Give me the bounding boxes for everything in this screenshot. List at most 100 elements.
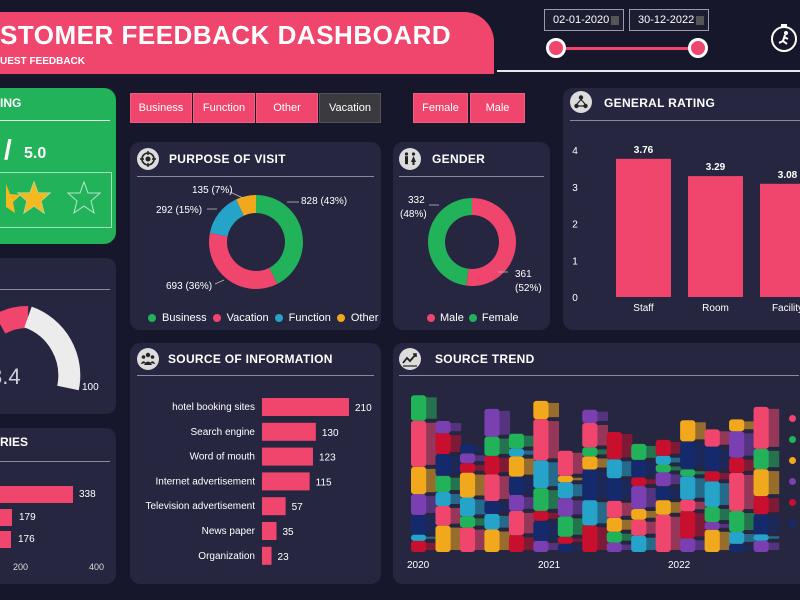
trend-segment-purple[interactable] xyxy=(459,453,476,464)
trend-segment-yellow[interactable] xyxy=(753,469,769,497)
trend-segment-blue[interactable] xyxy=(680,476,696,500)
trend-segment-navy[interactable] xyxy=(508,476,525,496)
trend-segment-yellow[interactable] xyxy=(459,472,476,498)
source-bar[interactable] xyxy=(262,472,310,491)
date-slider-track[interactable] xyxy=(556,47,698,50)
filter-chip-vacation[interactable]: Vacation xyxy=(319,93,381,123)
trend-segment-pink[interactable] xyxy=(411,420,427,467)
trend-segment-pink[interactable] xyxy=(459,527,476,552)
trend-segment-navy[interactable] xyxy=(631,459,647,478)
source-bar[interactable] xyxy=(262,398,349,416)
filter-chip-male[interactable]: Male xyxy=(470,93,525,123)
trend-segment-yellow[interactable] xyxy=(582,456,598,470)
trend-segment-crimson[interactable] xyxy=(582,525,598,552)
trend-segment-purple[interactable] xyxy=(704,522,720,530)
trend-segment-pink[interactable] xyxy=(753,406,769,449)
trend-segment-green[interactable] xyxy=(680,469,696,477)
source-bar[interactable] xyxy=(262,447,313,466)
category-bar[interactable] xyxy=(0,486,73,503)
trend-segment-green[interactable] xyxy=(459,516,476,528)
trend-segment-pink[interactable] xyxy=(435,505,451,526)
calendar-icon[interactable] xyxy=(611,16,619,25)
trend-segment-pink[interactable] xyxy=(606,500,622,518)
trend-segment-crimson[interactable] xyxy=(484,455,500,475)
trend-segment-blue[interactable] xyxy=(606,459,622,479)
source-bar[interactable] xyxy=(262,497,286,516)
trend-segment-crimson[interactable] xyxy=(508,535,525,552)
trend-segment-pink[interactable] xyxy=(680,499,696,512)
trend-segment-blue[interactable] xyxy=(533,460,549,489)
filter-chip-business[interactable]: Business xyxy=(130,93,192,123)
trend-segment-navy[interactable] xyxy=(459,444,476,454)
filter-chip-other[interactable]: Other xyxy=(256,93,318,123)
source-bar[interactable] xyxy=(262,422,316,441)
trend-segment-purple[interactable] xyxy=(729,431,745,458)
trend-segment-navy[interactable] xyxy=(533,520,549,541)
trend-segment-purple[interactable] xyxy=(606,542,622,552)
trend-segment-yellow[interactable] xyxy=(606,517,622,532)
trend-segment-blue[interactable] xyxy=(655,455,671,465)
filter-chip-female[interactable]: Female xyxy=(413,93,468,123)
trend-segment-purple[interactable] xyxy=(557,498,573,517)
trend-segment-navy[interactable] xyxy=(729,543,745,552)
trend-segment-blue[interactable] xyxy=(557,482,573,499)
trend-segment-green[interactable] xyxy=(729,511,745,533)
trend-segment-blue[interactable] xyxy=(704,481,720,507)
donut-slice-function[interactable] xyxy=(209,199,244,237)
filter-chip-function[interactable]: Function xyxy=(193,93,255,123)
trend-segment-blue[interactable] xyxy=(508,448,525,457)
trend-segment-green[interactable] xyxy=(533,488,549,511)
trend-segment-yellow[interactable] xyxy=(631,509,647,520)
trend-segment-crimson[interactable] xyxy=(459,463,476,473)
trend-segment-navy[interactable] xyxy=(582,469,598,501)
trend-segment-green[interactable] xyxy=(631,443,647,460)
trend-segment-yellow[interactable] xyxy=(729,419,745,432)
date-end-field[interactable]: 30-12-2022 xyxy=(629,9,709,31)
trend-segment-blue[interactable] xyxy=(582,500,598,526)
trend-segment-green[interactable] xyxy=(411,395,427,421)
trend-segment-crimson[interactable] xyxy=(729,457,745,473)
calendar-icon[interactable] xyxy=(696,16,704,25)
trend-segment-crimson[interactable] xyxy=(533,510,549,521)
trend-segment-blue[interactable] xyxy=(729,532,745,544)
rating-bar[interactable] xyxy=(760,183,800,297)
trend-segment-crimson[interactable] xyxy=(435,433,451,454)
trend-segment-yellow[interactable] xyxy=(484,529,500,552)
trend-segment-pink[interactable] xyxy=(729,472,745,512)
trend-segment-yellow[interactable] xyxy=(411,466,427,495)
trend-segment-purple[interactable] xyxy=(533,540,549,552)
trend-segment-purple[interactable] xyxy=(435,421,451,434)
trend-segment-pink[interactable] xyxy=(631,519,647,536)
trend-segment-crimson[interactable] xyxy=(411,540,427,552)
donut-slice-vacation[interactable] xyxy=(209,232,278,289)
trend-segment-blue[interactable] xyxy=(435,492,451,506)
source-bar[interactable] xyxy=(262,522,277,540)
date-slider-start-handle[interactable] xyxy=(546,38,566,58)
trend-segment-yellow[interactable] xyxy=(508,456,525,477)
trend-segment-blue[interactable] xyxy=(484,513,500,530)
trend-segment-yellow[interactable] xyxy=(680,420,696,442)
trend-segment-purple[interactable] xyxy=(582,409,598,423)
trend-segment-green[interactable] xyxy=(606,531,622,543)
date-slider-end-handle[interactable] xyxy=(688,38,708,58)
trend-segment-pink[interactable] xyxy=(704,429,720,447)
trend-segment-purple[interactable] xyxy=(655,472,671,487)
trend-segment-crimson[interactable] xyxy=(680,511,696,539)
trend-segment-green[interactable] xyxy=(508,433,525,449)
trend-segment-pink[interactable] xyxy=(582,422,598,448)
trend-segment-green[interactable] xyxy=(557,516,573,537)
trend-segment-blue[interactable] xyxy=(411,534,427,541)
trend-segment-navy[interactable] xyxy=(557,543,573,552)
trend-segment-blue[interactable] xyxy=(459,497,476,517)
trend-segment-crimson[interactable] xyxy=(606,431,622,460)
trend-segment-yellow[interactable] xyxy=(655,500,671,515)
trend-segment-purple[interactable] xyxy=(484,408,500,437)
trend-segment-green[interactable] xyxy=(582,447,598,457)
donut-slice-male[interactable] xyxy=(428,198,472,286)
trend-segment-purple[interactable] xyxy=(508,495,525,511)
trend-segment-crimson[interactable] xyxy=(557,536,573,544)
trend-segment-crimson[interactable] xyxy=(655,439,671,456)
category-bar[interactable] xyxy=(0,509,12,526)
trend-segment-navy[interactable] xyxy=(435,453,451,476)
rating-bar[interactable] xyxy=(688,176,743,297)
